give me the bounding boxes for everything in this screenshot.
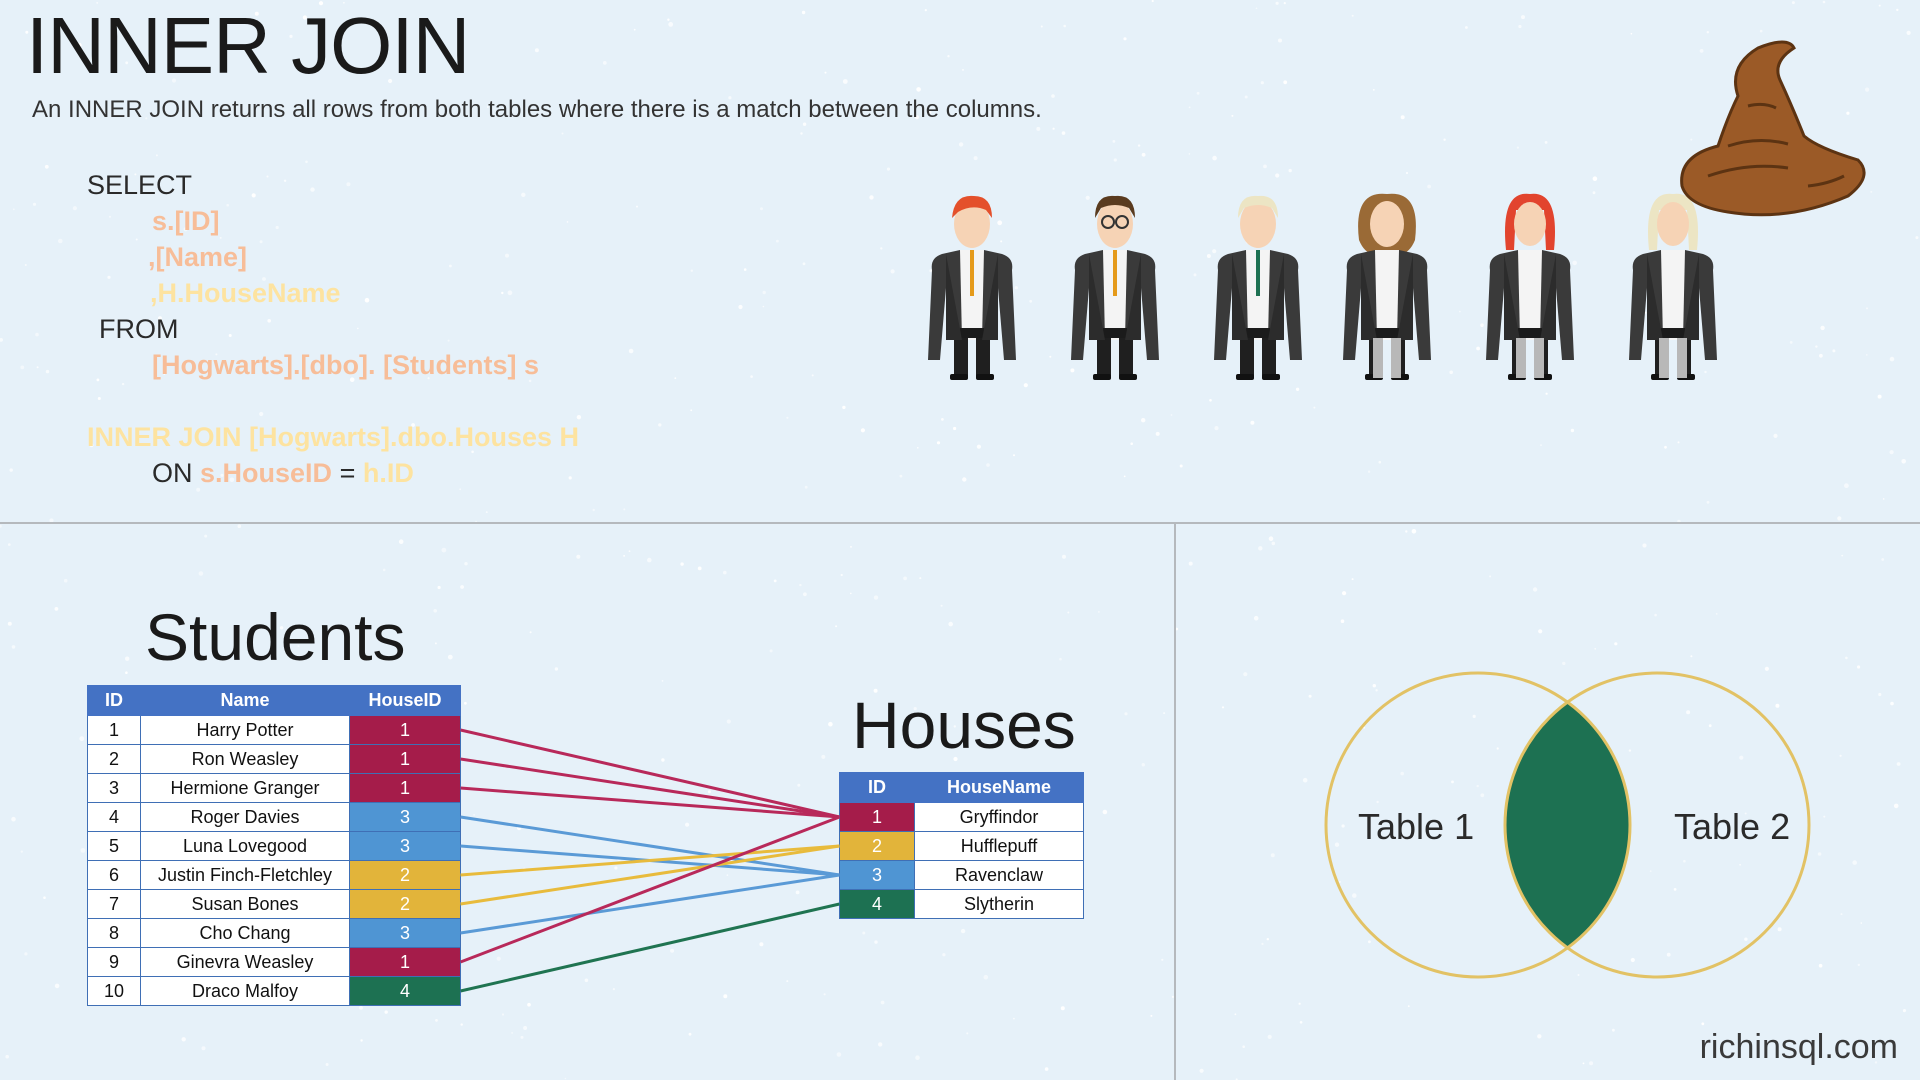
venn-left-label: Table 1 — [1358, 806, 1475, 847]
student-name: Susan Bones — [140, 889, 350, 919]
join-line — [460, 815, 840, 877]
sorting-hat-icon — [1680, 40, 1866, 217]
table-row: 10 Draco Malfoy 4 — [87, 976, 461, 1006]
page-subtitle: An INNER JOIN returns all rows from both… — [32, 96, 1042, 123]
sql-from: FROM — [99, 314, 179, 344]
student-house-id: 3 — [349, 831, 461, 861]
students-header-id: ID — [87, 685, 141, 716]
student-id: 9 — [87, 947, 141, 977]
vertical-divider — [1174, 523, 1176, 1080]
venn-right-label: Table 2 — [1674, 806, 1791, 847]
sql-right-key: h.ID — [362, 458, 414, 488]
student-name: Ron Weasley — [140, 744, 350, 774]
students-header-name: Name — [140, 685, 350, 716]
sql-on-clause: ON s.HouseID = h.ID — [152, 460, 414, 487]
sql-inner-join: INNER JOIN [Hogwarts].dbo.Houses H — [87, 422, 580, 452]
venn-left-circle — [1324, 671, 1632, 979]
join-line — [460, 757, 840, 819]
students-title: Students — [145, 600, 406, 674]
house-id: 3 — [839, 860, 915, 890]
table-row: 2 Ron Weasley 1 — [87, 744, 461, 774]
join-line — [460, 844, 840, 906]
student-figure-4 — [1343, 193, 1431, 380]
student-name: Hermione Granger — [140, 773, 350, 803]
student-figure-1 — [928, 195, 1016, 380]
houses-header-housename: HouseName — [914, 772, 1084, 803]
student-house-id: 3 — [349, 802, 461, 832]
students-header-houseid: HouseID — [349, 685, 461, 716]
student-id: 5 — [87, 831, 141, 861]
student-name: Draco Malfoy — [140, 976, 350, 1006]
students-table: ID Name HouseID 1 Harry Potter 1 2 Ron Weas… — [87, 685, 461, 1006]
house-name: Slytherin — [914, 889, 1084, 919]
table-row: 3 Hermione Granger 1 — [87, 773, 461, 803]
student-house-id: 4 — [349, 976, 461, 1006]
houses-title: Houses — [852, 688, 1076, 762]
student-figure-5 — [1486, 193, 1574, 380]
venn-overlap — [1505, 702, 1630, 948]
student-house-id: 1 — [349, 715, 461, 745]
table-row: 8 Cho Chang 3 — [87, 918, 461, 948]
house-name: Hufflepuff — [914, 831, 1084, 861]
student-house-id: 2 — [349, 889, 461, 919]
join-line — [460, 873, 840, 935]
houses-table: ID HouseName 1 Gryffindor 2 Hufflepuff 3 Ra… — [839, 772, 1084, 919]
house-id: 1 — [839, 802, 915, 832]
student-name: Luna Lovegood — [140, 831, 350, 861]
student-figure-2 — [1071, 195, 1159, 380]
student-figures — [928, 193, 1717, 380]
sql-col-housename: ,H.HouseName — [150, 278, 341, 308]
student-figure-3 — [1214, 195, 1302, 380]
table-row: 5 Luna Lovegood 3 — [87, 831, 461, 861]
student-id: 1 — [87, 715, 141, 745]
houses-header-row: ID HouseName — [839, 772, 1084, 803]
student-figure-6 — [1629, 193, 1717, 380]
student-id: 10 — [87, 976, 141, 1006]
venn-right-circle — [1503, 671, 1811, 979]
venn-diagram — [1324, 671, 1811, 979]
table-row: 7 Susan Bones 2 — [87, 889, 461, 919]
sql-col-name: ,[Name] — [148, 242, 248, 272]
table-row: 3 Ravenclaw — [839, 860, 1084, 890]
student-name: Harry Potter — [140, 715, 350, 745]
students-header-row: ID Name HouseID — [87, 685, 461, 716]
site-credit: richinsql.com — [1699, 1028, 1898, 1066]
student-name: Ginevra Weasley — [140, 947, 350, 977]
student-house-id: 1 — [349, 947, 461, 977]
horizontal-divider — [0, 522, 1920, 524]
student-id: 7 — [87, 889, 141, 919]
page-title: INNER JOIN — [26, 1, 470, 90]
sql-equals: = — [339, 458, 356, 488]
house-name: Gryffindor — [914, 802, 1084, 832]
sql-left-key: s.HouseID — [200, 458, 333, 488]
student-house-id: 1 — [349, 744, 461, 774]
house-name: Ravenclaw — [914, 860, 1084, 890]
table-row: 6 Justin Finch-Fletchley 2 — [87, 860, 461, 890]
student-name: Justin Finch-Fletchley — [140, 860, 350, 890]
student-id: 8 — [87, 918, 141, 948]
student-name: Cho Chang — [140, 918, 350, 948]
sql-col-id: s.[ID] — [152, 206, 220, 236]
join-line — [460, 902, 840, 993]
join-line — [460, 728, 840, 819]
houses-header-id: ID — [839, 772, 915, 803]
student-house-id: 3 — [349, 918, 461, 948]
student-id: 4 — [87, 802, 141, 832]
sql-select: SELECT — [87, 170, 193, 200]
sql-table: [Hogwarts].[dbo]. [Students] s — [152, 350, 539, 380]
table-row: 1 Harry Potter 1 — [87, 715, 461, 745]
student-id: 6 — [87, 860, 141, 890]
table-row: 4 Slytherin — [839, 889, 1084, 919]
house-id: 2 — [839, 831, 915, 861]
house-id: 4 — [839, 889, 915, 919]
sql-on: ON — [152, 458, 193, 488]
join-line — [460, 786, 840, 819]
table-row: 9 Ginevra Weasley 1 — [87, 947, 461, 977]
table-row: 2 Hufflepuff — [839, 831, 1084, 861]
table-row: 1 Gryffindor — [839, 802, 1084, 832]
join-line — [459, 815, 841, 964]
student-house-id: 1 — [349, 773, 461, 803]
join-line — [460, 844, 840, 877]
